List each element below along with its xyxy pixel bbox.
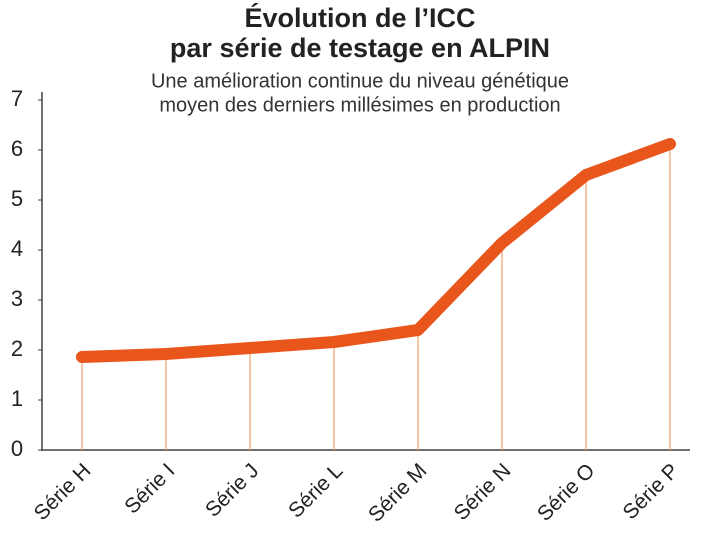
x-tick-label: Série L [284, 459, 347, 522]
chart-subtitle: Une amélioration continue du niveau géné… [151, 70, 569, 92]
x-tick-label: Série H [30, 459, 96, 525]
x-tick-label: Série P [618, 459, 683, 524]
y-tick-label: 4 [11, 236, 23, 261]
y-tick-label: 2 [11, 336, 23, 361]
x-tick-label: Série I [120, 459, 179, 518]
y-tick-label: 0 [11, 436, 23, 461]
chart-subtitle: moyen des derniers millésimes en product… [159, 94, 560, 116]
series-line [76, 138, 676, 363]
y-tick-label: 1 [11, 386, 23, 411]
x-tick-label: Série N [450, 459, 516, 525]
y-tick-label: 5 [11, 186, 23, 211]
y-tick-label: 3 [11, 286, 23, 311]
chart-title: Évolution de l’ICC [244, 2, 475, 33]
x-tick-label: Série M [364, 459, 431, 526]
chart-title: par série de testage en ALPIN [170, 33, 550, 63]
x-tick-label: Série J [201, 459, 263, 521]
y-tick-label: 6 [11, 136, 23, 161]
y-tick-label: 7 [11, 86, 23, 111]
x-tick-label: Série O [533, 459, 600, 526]
